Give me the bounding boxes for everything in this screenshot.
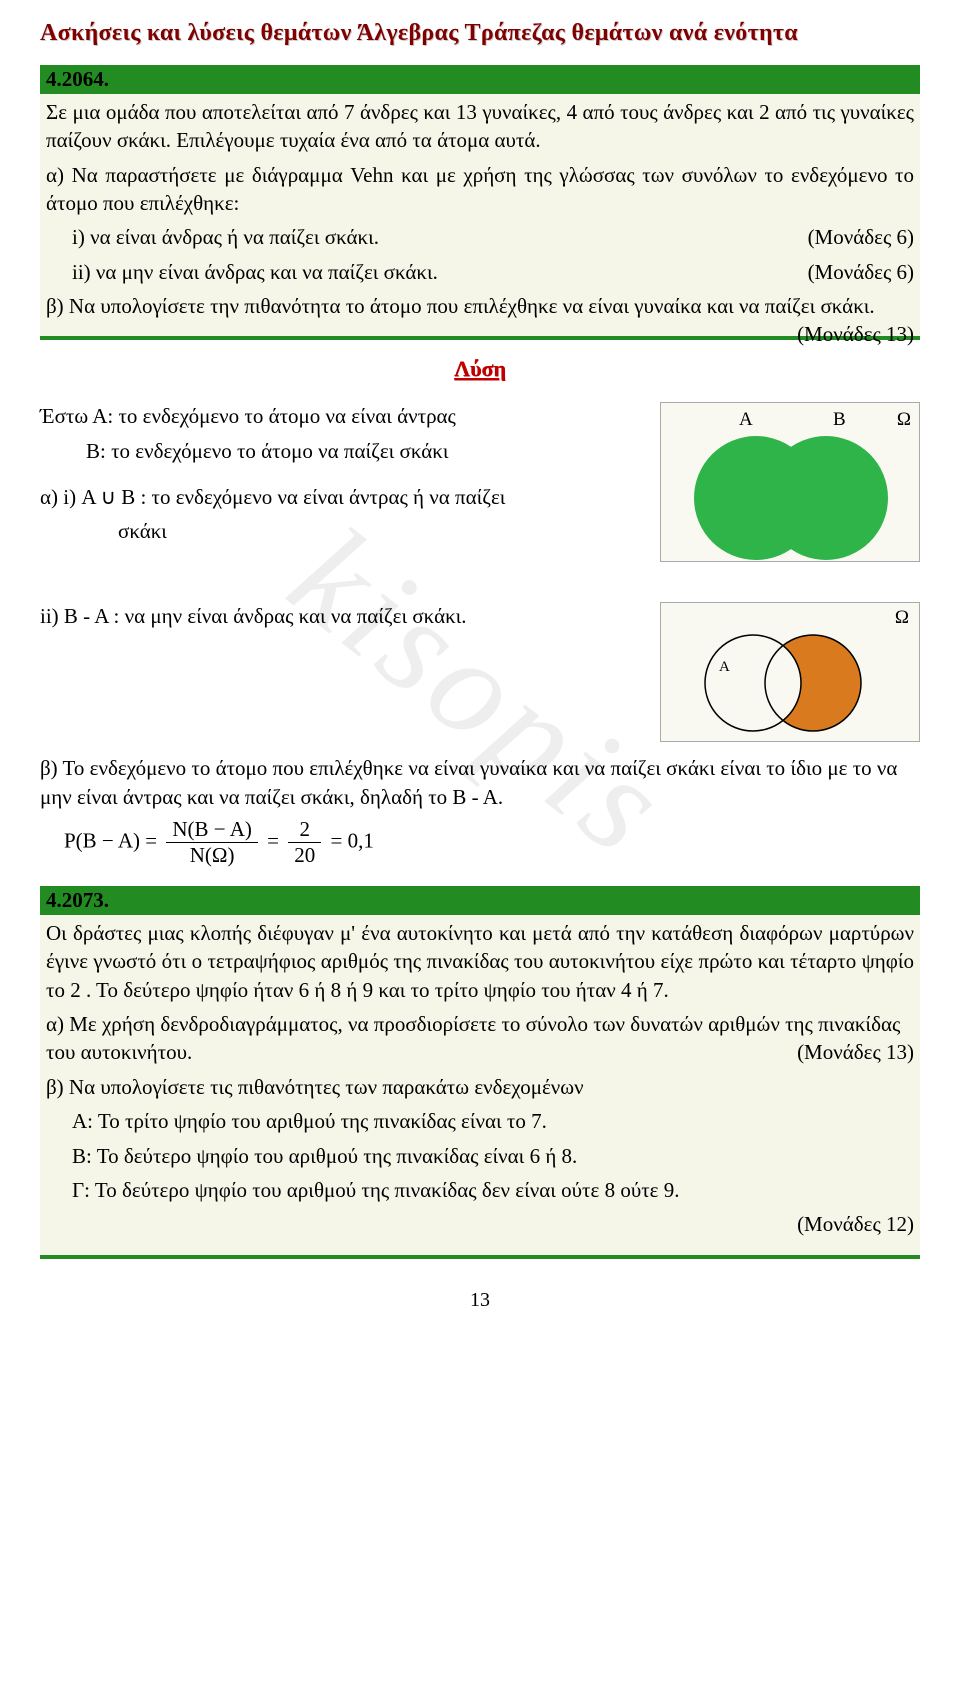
problem1-number: 4.2064. (40, 65, 920, 94)
venn1-label-a: A (739, 409, 753, 431)
venn1-label-omega: Ω (897, 409, 911, 431)
sol1-line3a: α) i) Α ∪ Β : το ενδεχόμενο να είναι άντ… (40, 483, 640, 511)
problem1-body: Σε μια ομάδα που αποτελείται από 7 άνδρε… (40, 94, 920, 336)
venn1-svg (661, 403, 921, 563)
venn2-label-omega: Ω (895, 607, 909, 629)
problem1-text3: β) Να υπολογίσετε την πιθανότητα το άτομ… (46, 292, 914, 320)
sol1-line2: Β: το ενδεχόμενο το άτομο να παίζει σκάκ… (40, 437, 640, 465)
problem1-line-ii-left: ii) να μην είναι άνδρας και να παίζει σκ… (72, 258, 438, 286)
formula-num1: N(B − A) (166, 817, 258, 843)
problem1-text1: Σε μια ομάδα που αποτελείται από 7 άνδρε… (46, 98, 914, 155)
venn-diagram-2: A Ω (660, 602, 920, 742)
problem1-line-i: i) να είναι άνδρας ή να παίζει σκάκι. (Μ… (46, 223, 914, 251)
problem1-line-ii-right: (Μονάδες 6) (808, 258, 914, 286)
page-number: 13 (40, 1289, 920, 1312)
formula-rhs: = 0,1 (330, 828, 373, 852)
venn1-circle-b (764, 436, 888, 560)
formula-eq1: = (267, 828, 279, 852)
page-title: Ασκήσεις και λύσεις θεμάτων Άλγεβρας Τρά… (40, 20, 920, 47)
divider-2 (40, 1255, 920, 1259)
problem1-text3-right: (Μονάδες 13) (797, 320, 914, 348)
solution1-row2: ii) Β - Α : να μην είναι άνδρας και να π… (40, 602, 920, 742)
venn1-label-b: B (833, 409, 846, 431)
venn2-svg (661, 603, 921, 743)
formula-den2: 20 (288, 843, 321, 868)
problem2-line-b-right: (Μονάδες 12) (46, 1210, 914, 1238)
solution-label-1: Λύση (40, 356, 920, 382)
formula-lhs: P(B − A) = (64, 828, 157, 852)
problem1-text3-left: β) Να υπολογίσετε την πιθανότητα το άτομ… (46, 294, 875, 318)
divider-1 (40, 336, 920, 340)
problem2-line-a-left: α) Με χρήση δενδροδιαγράμματος, να προσδ… (46, 1012, 900, 1064)
problem1-line-i-right: (Μονάδες 6) (808, 223, 914, 251)
sol1-formula: P(B − A) = N(B − A) N(Ω) = 2 20 = 0,1 (40, 817, 920, 868)
formula-num2: 2 (288, 817, 321, 843)
problem2-line-a-right: (Μονάδες 13) (797, 1038, 914, 1066)
venn2-label-a: A (719, 659, 730, 676)
problem2-line-a: α) Με χρήση δενδροδιαγράμματος, να προσδ… (46, 1010, 914, 1067)
sol1-line5: β) Το ενδεχόμενο το άτομο που επιλέχθηκε… (40, 754, 920, 811)
sol1-line3b: σκάκι (40, 517, 640, 545)
problem2-line-b-B: Β: Το δεύτερο ψηφίο του αριθμού της πινα… (46, 1142, 914, 1170)
problem1-line-i-left: i) να είναι άνδρας ή να παίζει σκάκι. (72, 223, 379, 251)
sol1-line4: ii) Β - Α : να μην είναι άνδρας και να π… (40, 602, 640, 630)
problem1-line-ii: ii) να μην είναι άνδρας και να παίζει σκ… (46, 258, 914, 286)
problem1-text2: α) Να παραστήσετε με διάγραμμα Vehn και … (46, 161, 914, 218)
problem2-number: 4.2073. (40, 886, 920, 915)
solution1-row1: Έστω Α: το ενδεχόμενο το άτομο να είναι … (40, 402, 920, 562)
problem2-line-b: β) Να υπολογίσετε τις πιθανότητες των πα… (46, 1073, 914, 1101)
sol1-line1: Έστω Α: το ενδεχόμενο το άτομο να είναι … (40, 402, 640, 430)
venn-diagram-1: A B Ω (660, 402, 920, 562)
problem2-line-b-A: Α: Το τρίτο ψηφίο του αριθμού της πινακί… (46, 1107, 914, 1135)
problem2-body: Οι δράστες μιας κλοπής διέφυγαν μ' ένα α… (40, 915, 920, 1254)
formula-den1: N(Ω) (166, 843, 258, 868)
problem2-text1: Οι δράστες μιας κλοπής διέφυγαν μ' ένα α… (46, 919, 914, 1004)
problem2-line-b-C: Γ: Το δεύτερο ψηφίο του αριθμού της πινα… (46, 1176, 914, 1204)
